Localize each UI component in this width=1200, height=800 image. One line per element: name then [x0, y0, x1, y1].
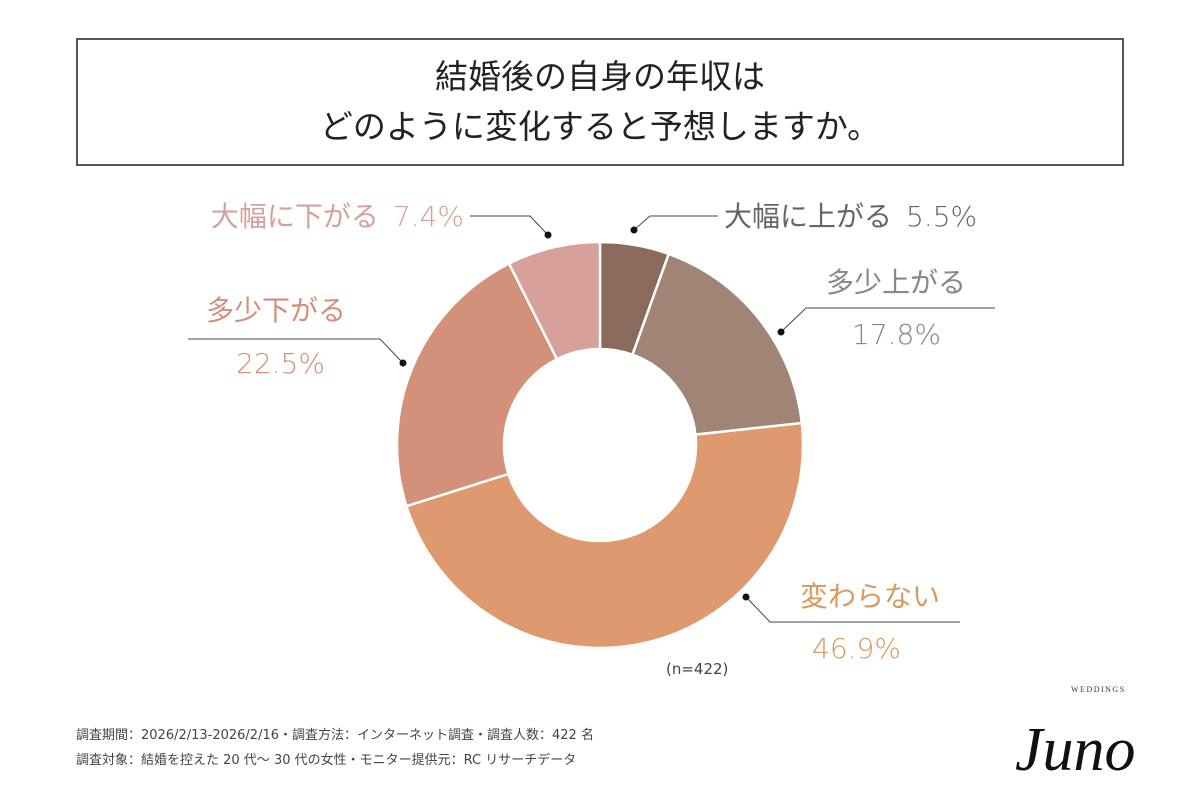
value-label-2: 46.9% [812, 632, 901, 665]
logo-sub: WEDDINGS [1071, 685, 1126, 694]
value-label-3: 22.5% [236, 347, 325, 380]
leader-line-1 [780, 307, 995, 333]
leader-dot-3 [399, 359, 407, 367]
label-row-4: 大幅に下がる 7.4% [211, 200, 464, 234]
logo-wordmark: Juno [1015, 716, 1135, 780]
category-label-3: 多少下がる [206, 294, 347, 327]
category-label-1: 多少上がる [826, 266, 967, 299]
leader-dot-0 [630, 226, 638, 234]
title-box: 結婚後の自身の年収は どのように変化すると予想しますか。 [76, 38, 1124, 166]
chart-title-line1: 結婚後の自身の年収は [435, 57, 765, 96]
leader-line-0 [633, 215, 718, 231]
label-row-0: 大幅に上がる 5.5% [724, 200, 977, 234]
donut-slice-4 [507, 240, 602, 361]
juno-weddings-logo: WEDDINGS Juno [1015, 685, 1135, 780]
sample-size-note: (n=422) [666, 660, 729, 678]
leader-line-3 [188, 338, 404, 364]
donut-slice-2 [404, 421, 805, 650]
leader-line-2 [745, 596, 960, 623]
donut-slice-3 [395, 261, 559, 508]
value-label-4: 7.4% [392, 200, 464, 233]
donut-slice-1 [630, 252, 804, 437]
category-label-0: 大幅に上がる [724, 200, 893, 233]
leader-line-4 [470, 215, 549, 236]
leader-dot-2 [742, 593, 750, 601]
leader-dot-1 [777, 328, 785, 336]
value-label-0: 5.5% [906, 200, 978, 233]
value-label-1: 17.8% [852, 318, 941, 351]
leader-dot-4 [544, 231, 552, 239]
category-label-4: 大幅に下がる [210, 200, 379, 233]
chart-title-line2: どのように変化すると予想しますか。 [319, 107, 881, 146]
category-label-2: 変わらない [800, 580, 941, 613]
survey-target-text: 調査対象：結婚を控えた 20 代～ 30 代の女性・モニター提供元：RC リサー… [76, 753, 577, 768]
survey-period-text: 調査期間：2026/2/13-2026/2/16・調査方法：インターネット調査・… [76, 728, 594, 743]
